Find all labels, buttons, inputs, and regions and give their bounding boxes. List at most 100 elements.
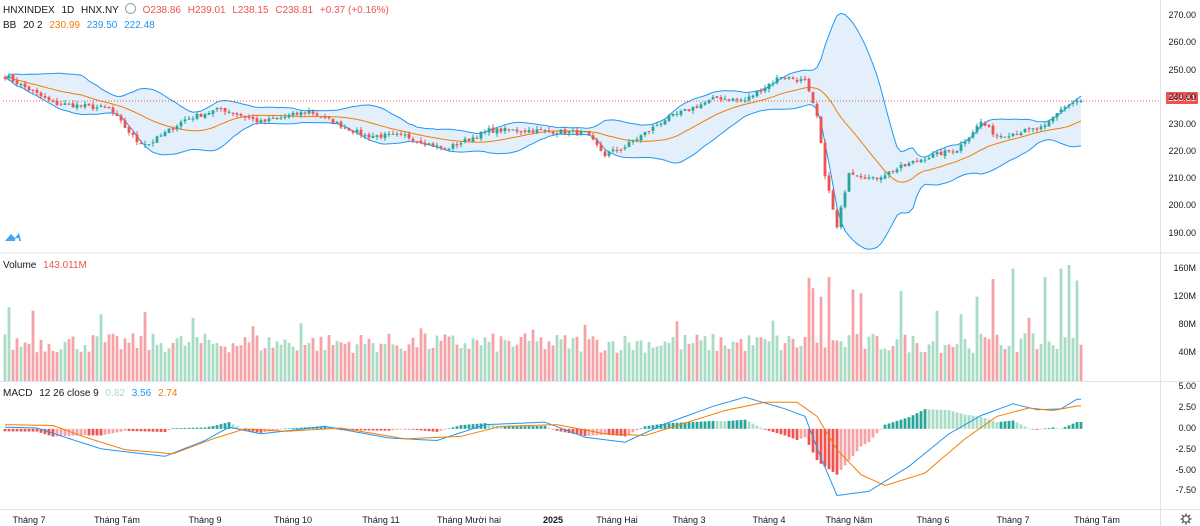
candle-body: [699, 104, 703, 109]
symbol-legend: HNXINDEX 1D HNX.NY O238.86 H239.01 L238.…: [3, 3, 393, 17]
macd-histogram-bar: [459, 425, 463, 429]
macd-histogram-bar: [1067, 425, 1071, 429]
volume-bar: [967, 348, 971, 381]
volume-bar: [823, 347, 827, 381]
volume-bar: [87, 351, 91, 381]
volume-bar: [911, 335, 915, 381]
macd-histogram-bar: [1059, 428, 1063, 430]
volume-bar: [543, 349, 547, 381]
volume-bar: [507, 340, 511, 381]
volume-bar: [463, 343, 467, 381]
macd-histogram-bar: [7, 428, 11, 432]
volume-bar: [799, 345, 803, 381]
macd-histogram-bar: [191, 427, 195, 429]
candle-body: [743, 100, 747, 102]
volume-bar: [127, 342, 131, 381]
macd-histogram-bar: [935, 409, 939, 429]
volume-legend[interactable]: Volume 143.011M: [3, 259, 91, 272]
volume-bar: [419, 328, 423, 381]
volume-bar: [171, 342, 175, 381]
volume-bar: [1047, 341, 1051, 381]
volume-bar: [579, 351, 583, 381]
price-tick-label: 250.00: [1168, 64, 1196, 75]
candle-body: [355, 129, 359, 133]
interval-label[interactable]: 1D: [61, 5, 75, 16]
macd-histogram-bar: [779, 428, 783, 435]
candle-body: [811, 92, 815, 103]
macd-histogram-bar: [987, 419, 991, 429]
macd-histogram-bar: [727, 420, 731, 429]
volume-bar: [871, 334, 875, 381]
macd-histogram-bar: [555, 428, 559, 431]
candle-body: [307, 110, 311, 114]
macd-histogram-bar: [27, 428, 31, 432]
eye-icon[interactable]: [124, 3, 136, 14]
macd-histogram-bar: [135, 428, 139, 432]
volume-bar: [143, 312, 147, 381]
candle-body: [407, 133, 411, 139]
candle-body: [563, 129, 567, 134]
macd-histogram-bar: [83, 428, 87, 436]
candle-body: [711, 97, 715, 100]
macd-histogram-bar: [243, 428, 247, 431]
macd-histogram-bar: [247, 428, 251, 432]
candle-body: [123, 120, 127, 128]
volume-bar: [739, 338, 743, 381]
volume-bar: [19, 346, 23, 381]
candle-body: [463, 138, 467, 143]
volume-bar: [707, 350, 711, 381]
candle-body: [227, 111, 231, 113]
candle-body: [1023, 128, 1027, 133]
macd-histogram-bar: [295, 427, 299, 429]
volume-bar: [675, 321, 679, 381]
candle-body: [443, 148, 447, 150]
volume-bar: [303, 345, 307, 381]
candle-body: [907, 163, 911, 167]
volume-bar: [199, 343, 203, 381]
candle-body: [623, 147, 627, 149]
volume-bar: [691, 343, 695, 381]
candle-body: [687, 109, 691, 111]
macd-histogram-bar: [1063, 427, 1067, 429]
macd-histogram-bar: [431, 428, 435, 432]
tradingview-logo-icon[interactable]: [4, 231, 22, 243]
volume-bar: [1055, 348, 1059, 381]
high-value: H239.01: [187, 5, 226, 16]
candle-body: [371, 136, 375, 138]
macd-histogram-bar: [179, 428, 183, 429]
gear-icon[interactable]: [1180, 513, 1192, 525]
macd-histogram-bar: [371, 428, 375, 431]
candle-body: [91, 104, 95, 109]
candle-body: [423, 142, 427, 146]
symbol-name[interactable]: HNXINDEX: [3, 5, 55, 16]
volume-bar: [555, 335, 559, 381]
macd-legend[interactable]: MACD 12 26 close 9 0.82 3.56 2.74: [3, 387, 181, 400]
volume-bar: [231, 343, 235, 381]
macd-histogram-bar: [403, 428, 407, 430]
last-price-badge: 238.81: [1166, 92, 1198, 104]
candle-body: [347, 127, 351, 131]
open-value: O238.86: [142, 5, 181, 16]
volume-bar: [383, 344, 387, 381]
candle-body: [175, 126, 179, 130]
bb-legend[interactable]: BB 20 2 230.99 239.50 222.48: [3, 19, 159, 32]
volume-bar: [591, 336, 595, 381]
candle-body: [695, 106, 699, 108]
volume-bar: [299, 323, 303, 381]
macd-histogram-bar: [1019, 424, 1023, 429]
volume-bar: [607, 341, 611, 381]
candle-body: [87, 103, 91, 106]
volume-bar: [11, 349, 15, 381]
macd-histogram-bar: [655, 424, 659, 429]
macd-histogram-bar: [67, 428, 71, 436]
macd-histogram-bar: [395, 428, 399, 430]
candle-body: [859, 175, 863, 178]
volume-bar: [1043, 276, 1047, 381]
candle-body: [71, 103, 75, 108]
volume-bar: [191, 317, 195, 381]
volume-bar: [47, 343, 51, 381]
macd-histogram-bar: [19, 428, 23, 432]
candle-body: [483, 131, 487, 133]
volume-bar: [1035, 349, 1039, 381]
